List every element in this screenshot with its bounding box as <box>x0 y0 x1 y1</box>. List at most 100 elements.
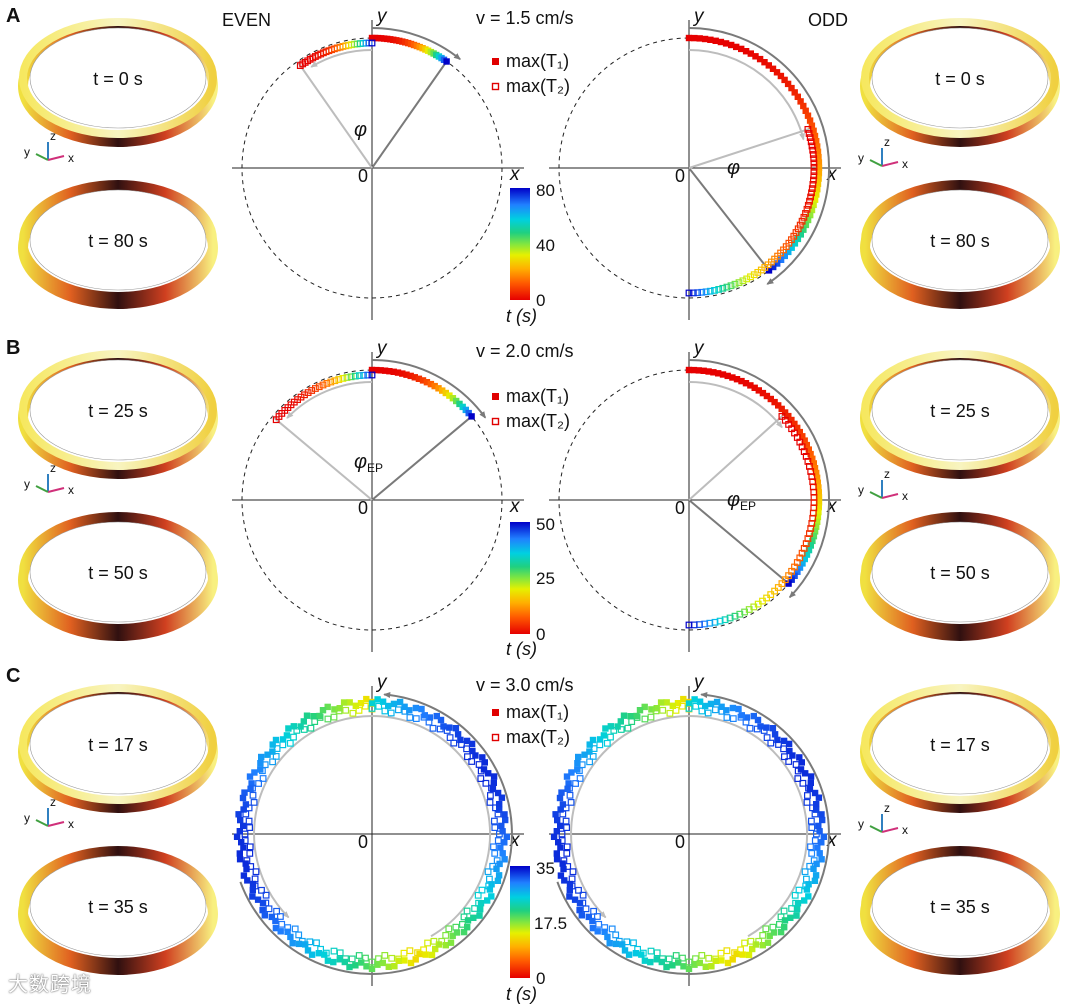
max-t2-point <box>803 205 811 213</box>
max-t2-point <box>474 891 482 899</box>
max-t2-point <box>737 946 744 954</box>
max-t2-point <box>802 882 810 890</box>
max-t1-point <box>557 822 564 830</box>
max-t1-point <box>497 844 504 851</box>
max-t2-point <box>324 715 332 723</box>
max-t1-point <box>453 929 461 936</box>
max-t1-point <box>460 928 468 936</box>
max-t1-point <box>811 877 819 884</box>
max-t2-point <box>603 739 611 747</box>
max-t1-point <box>802 107 809 114</box>
legend-t2-label: max(T₂) <box>506 411 570 431</box>
max-t2-point <box>780 907 788 915</box>
max-t2-point <box>805 130 813 137</box>
y-arrow <box>869 159 883 167</box>
max-t1-point <box>433 712 440 720</box>
max-t1-point <box>738 45 745 53</box>
max-t1-point <box>794 568 801 575</box>
colorbar-tick: 0 <box>536 625 545 644</box>
max-t1-point <box>503 833 510 840</box>
max-t2-point <box>246 843 254 851</box>
max-t1-point <box>785 248 792 256</box>
max-t1-point <box>696 698 704 705</box>
max-t1-point <box>442 942 449 949</box>
max-t1-point <box>259 906 266 914</box>
max-t1-point <box>358 959 365 966</box>
ring-inner <box>29 693 207 795</box>
max-t1-point <box>601 928 608 935</box>
max-t1-point <box>586 741 593 748</box>
max-t1-point <box>685 965 693 973</box>
max-t2-point <box>295 931 303 939</box>
max-t1-point <box>791 572 798 579</box>
max-t1-point <box>493 865 500 872</box>
max-t1-point <box>780 737 788 745</box>
max-t1-point <box>394 369 402 376</box>
max-t1-point <box>815 499 823 506</box>
ring-inner <box>29 855 207 957</box>
ring-left-top: t = 0 s <box>18 18 218 147</box>
max-t1-point <box>794 424 801 432</box>
max-t2-point <box>780 753 788 761</box>
legend-t2-swatch <box>491 733 500 742</box>
max-t1-point <box>486 886 494 893</box>
max-t1-point <box>808 122 816 129</box>
sweep-arrow-dark <box>688 359 831 599</box>
max-t1-point <box>449 395 457 402</box>
max-t1-point <box>691 961 698 968</box>
max-t1-point <box>761 59 768 66</box>
sweep-arrow-light <box>688 381 783 429</box>
x-label: x <box>902 157 908 171</box>
max-t1-point <box>786 747 793 755</box>
max-t2-point <box>452 923 460 931</box>
odd-title: ODD <box>808 10 848 30</box>
max-t1-point <box>810 460 817 467</box>
ring-top <box>19 180 217 300</box>
max-t1-point <box>657 699 665 706</box>
even-title: EVEN <box>222 10 271 30</box>
x-arrow <box>881 161 899 167</box>
max-t2-point <box>375 955 382 963</box>
max-t2-point <box>808 189 815 197</box>
ring-right-top: t = 25 s <box>860 350 1060 479</box>
max-t1-point <box>815 494 823 501</box>
max-t2-point <box>590 745 598 752</box>
max-t1-point <box>696 35 703 42</box>
max-t1-point <box>272 917 279 925</box>
max-t1-point <box>815 794 823 801</box>
max-t1-point <box>813 806 820 813</box>
ring-right-bottom: t = 50 s <box>860 512 1060 641</box>
max-t2-point <box>430 937 438 945</box>
max-t2-point <box>698 707 706 715</box>
max-t1-point <box>566 880 574 888</box>
max-t1-point <box>621 947 629 954</box>
y-label: y <box>24 477 30 491</box>
max-t1-point <box>258 753 265 761</box>
max-t2-point <box>753 725 761 733</box>
max-t2-point <box>607 733 614 741</box>
max-t2-point <box>566 784 573 792</box>
max-t1-point <box>437 716 445 724</box>
z-label: z <box>50 461 56 475</box>
max-t1-point <box>815 170 823 177</box>
max-t2-point <box>486 875 493 883</box>
max-t2-point <box>800 544 808 552</box>
max-t1-point <box>759 389 767 397</box>
colorbar-tick: 35 <box>536 859 555 878</box>
origin-label: 0 <box>358 498 368 518</box>
max-t2-point <box>488 784 495 792</box>
max-t2-point <box>494 837 502 844</box>
max-t1-point <box>439 387 446 394</box>
legend-t1-label: max(T₁) <box>506 51 569 71</box>
max-t1-point <box>600 732 608 739</box>
max-t1-point <box>607 723 614 730</box>
max-t2-point <box>704 709 712 717</box>
max-t1-point <box>690 366 698 374</box>
legend-t2-label: max(T₂) <box>506 76 570 96</box>
max-t1-point <box>246 773 254 780</box>
max-t1-point <box>812 872 820 879</box>
angle-label: φ <box>354 119 367 141</box>
max-t2-point <box>767 739 775 747</box>
legend-c: max(T₁) max(T₂) <box>491 702 570 747</box>
max-t1-point <box>550 833 558 840</box>
